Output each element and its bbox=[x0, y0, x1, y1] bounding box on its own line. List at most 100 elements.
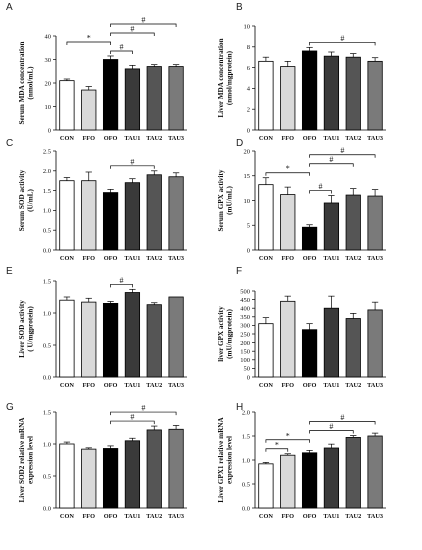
y-tick-label: 0.5 bbox=[43, 473, 51, 480]
bar-con bbox=[258, 60, 274, 131]
bar-ofo bbox=[301, 329, 318, 378]
y-tick-label: 0 bbox=[247, 127, 250, 134]
bar-tau2 bbox=[345, 318, 361, 378]
y-tick-label: 0.0 bbox=[43, 374, 51, 381]
y-tick-label: 1.5 bbox=[242, 433, 250, 440]
y-tick-label: 2.0 bbox=[43, 168, 51, 175]
bar-tau2 bbox=[146, 429, 162, 509]
y-axis-label: (nmol/mL) bbox=[26, 66, 34, 100]
significance-bracket bbox=[66, 41, 111, 45]
x-tick-label: TAU3 bbox=[367, 255, 383, 262]
y-axis-label: Liver SOD2 relative mRNA bbox=[18, 417, 26, 503]
bar-tau1 bbox=[124, 68, 141, 131]
bar-con bbox=[258, 323, 274, 378]
x-tick-label: CON bbox=[60, 513, 74, 520]
x-tick-label: TAU2 bbox=[345, 255, 361, 262]
bar-tau2 bbox=[345, 56, 361, 131]
y-tick-label: 0 bbox=[247, 247, 250, 254]
bar-ffo bbox=[81, 301, 97, 378]
bar-ofo bbox=[102, 192, 119, 251]
bar-con bbox=[59, 80, 75, 131]
significance-mark: # bbox=[120, 276, 124, 285]
significance-mark: # bbox=[319, 182, 323, 191]
y-tick-label: 10 bbox=[244, 198, 251, 205]
y-tick-label: 40 bbox=[45, 33, 52, 40]
significance-bracket bbox=[110, 411, 177, 416]
bar-tau1 bbox=[323, 202, 340, 251]
significance-mark: # bbox=[120, 42, 124, 51]
y-axis-label: (mU/mgprotein) bbox=[225, 309, 233, 359]
significance-mark: * bbox=[87, 33, 91, 42]
significance-bracket bbox=[309, 41, 376, 46]
bar-tau3 bbox=[367, 435, 383, 509]
significance-bracket bbox=[110, 420, 155, 425]
x-tick-label: TAU2 bbox=[146, 255, 162, 262]
bar-ofo bbox=[102, 59, 119, 131]
y-tick-label: 150 bbox=[240, 349, 250, 356]
x-tick-label: OFO bbox=[303, 135, 317, 142]
bar-tau2 bbox=[345, 437, 361, 509]
bar-tau1 bbox=[323, 447, 340, 509]
significance-mark: # bbox=[340, 146, 344, 155]
bar-con bbox=[59, 443, 75, 509]
panel-letter: A bbox=[6, 2, 13, 13]
bar-con bbox=[258, 184, 274, 251]
x-tick-label: OFO bbox=[303, 513, 317, 520]
panel-letter: C bbox=[6, 138, 13, 149]
y-tick-label: 400 bbox=[240, 306, 250, 313]
x-tick-label: TAU1 bbox=[323, 513, 339, 520]
y-axis-label: ( U/mgprotein) bbox=[26, 306, 34, 352]
x-tick-label: TAU1 bbox=[124, 382, 140, 389]
x-tick-label: OFO bbox=[303, 382, 317, 389]
significance-mark: # bbox=[141, 15, 145, 24]
bar-ofo bbox=[301, 226, 318, 251]
chart-panel-a: A 0 10 20 30 40 Serum MDA concentration (nmol/m… bbox=[6, 2, 187, 142]
bar-tau3 bbox=[367, 195, 383, 251]
x-tick-label: TAU2 bbox=[146, 135, 162, 142]
bar-ffo bbox=[81, 89, 97, 131]
chart-panel-b: B 0 2 4 6 8 10 Liver MDA concentration (nmol/mgp… bbox=[217, 2, 386, 142]
x-tick-label: TAU1 bbox=[124, 135, 140, 142]
y-axis-label: (nmol/mgprotein) bbox=[225, 50, 233, 105]
significance-mark: # bbox=[130, 24, 134, 33]
y-tick-label: 10 bbox=[244, 23, 251, 30]
x-tick-label: TAU3 bbox=[367, 135, 383, 142]
y-tick-label: 1.0 bbox=[43, 310, 51, 317]
y-tick-label: 0 bbox=[48, 127, 51, 134]
bar-ffo bbox=[280, 454, 296, 509]
chart-panel-c: C 0.0 0.5 1.0 1.5 2.0 2.5 Serum SOD activity (U/… bbox=[6, 138, 187, 262]
bar-ffo bbox=[81, 180, 97, 251]
bar-tau1 bbox=[323, 307, 340, 378]
significance-mark: # bbox=[340, 413, 344, 422]
chart-panel-d: D 0 5 10 15 20 Serum GPX activity (mU/mL) CON FFO… bbox=[217, 138, 386, 262]
bar-tau1 bbox=[124, 182, 141, 251]
panel-letter: F bbox=[236, 266, 242, 277]
bar-ofo bbox=[301, 452, 318, 509]
x-tick-label: TAU2 bbox=[345, 382, 361, 389]
significance-bracket bbox=[110, 283, 133, 288]
y-tick-label: 0.5 bbox=[43, 342, 51, 349]
x-tick-label: CON bbox=[60, 382, 74, 389]
y-axis-label: Serum GPX activity bbox=[217, 169, 225, 231]
x-tick-label: TAU2 bbox=[146, 382, 162, 389]
y-tick-label: 1.0 bbox=[242, 457, 250, 464]
y-tick-label: 20 bbox=[45, 80, 52, 87]
y-axis-label: Serum MDA concentration bbox=[18, 41, 26, 124]
x-tick-label: TAU3 bbox=[168, 513, 184, 520]
y-tick-label: 2.0 bbox=[242, 409, 250, 416]
y-tick-label: 2 bbox=[247, 107, 250, 114]
significance-mark: * bbox=[286, 164, 290, 173]
bar-tau2 bbox=[146, 174, 162, 251]
bar-con bbox=[59, 299, 75, 378]
y-tick-label: 6 bbox=[247, 65, 251, 72]
y-axis-label: expression level bbox=[26, 436, 34, 484]
bar-tau2 bbox=[345, 194, 361, 251]
significance-bracket bbox=[309, 154, 376, 158]
bar-tau3 bbox=[168, 176, 184, 251]
chart-panel-e: E 0.0 0.5 1.0 1.5 Liver SOD activity( U/mgpro… bbox=[6, 266, 187, 389]
significance-mark: # bbox=[329, 155, 333, 164]
y-tick-label: 500 bbox=[240, 288, 250, 295]
significance-bracket bbox=[265, 448, 289, 452]
x-tick-label: CON bbox=[259, 135, 273, 142]
significance-mark: # bbox=[340, 34, 344, 43]
